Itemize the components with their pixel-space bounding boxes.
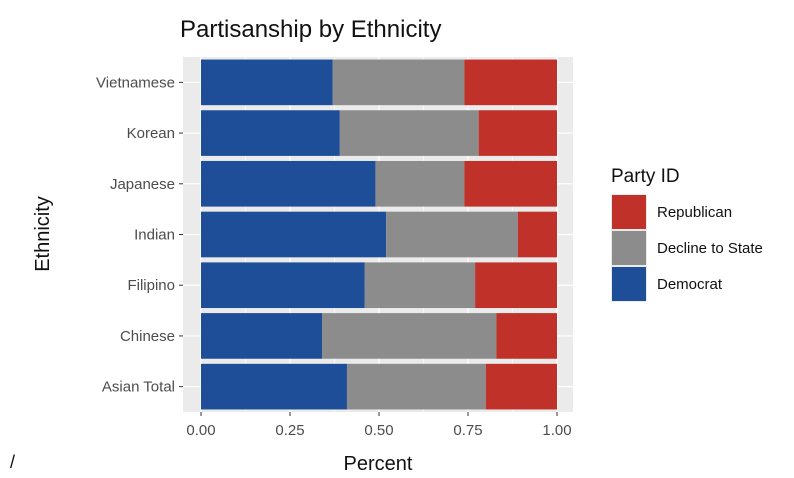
y-tick-label: Asian Total <box>102 379 175 396</box>
x-tick-label: 0.50 <box>364 422 393 439</box>
bar-decline-to-state <box>386 211 518 258</box>
footnote-slash: / <box>10 452 16 472</box>
x-tick-label: 0.75 <box>453 422 482 439</box>
y-tick-label: Japanese <box>110 176 175 193</box>
bar-democrat <box>201 262 365 309</box>
bar-republican <box>478 110 557 156</box>
legend-label: Decline to State <box>657 240 763 257</box>
x-tick-label: 0.25 <box>275 422 304 439</box>
y-tick-label: Filipino <box>127 277 175 294</box>
bar-democrat <box>201 313 323 359</box>
x-tick-label: 1.00 <box>542 422 571 439</box>
y-axis-title: Ethnicity <box>32 196 54 272</box>
legend-label: Democrat <box>657 276 723 293</box>
bar-decline-to-state <box>364 262 476 309</box>
y-tick-label: Korean <box>127 125 175 142</box>
legend-title: Party ID <box>611 166 680 187</box>
x-tick-label: 0.00 <box>186 422 215 439</box>
legend-key-democrat <box>612 267 646 301</box>
legend: Party ID Republican Decline to State Democ… <box>611 166 763 302</box>
bar-republican <box>517 211 557 258</box>
bar-republican <box>464 160 557 207</box>
bar-democrat <box>201 110 340 156</box>
bar-democrat <box>201 211 387 258</box>
bar-decline-to-state <box>375 160 465 207</box>
bar-democrat <box>201 59 333 106</box>
y-tick-label: Chinese <box>120 328 175 345</box>
bar-democrat <box>201 363 347 410</box>
bar-democrat <box>201 160 376 207</box>
y-tick-label: Vietnamese <box>96 74 175 91</box>
y-axis-ticks: Vietnamese Korean Japanese Indian Filipino Ch… <box>96 74 183 396</box>
bar-decline-to-state <box>332 59 465 106</box>
bar-republican <box>496 313 557 359</box>
bar-decline-to-state <box>322 313 497 359</box>
y-tick-label: Indian <box>134 227 175 244</box>
bar-republican <box>485 363 557 410</box>
bars <box>201 59 557 410</box>
bar-decline-to-state <box>339 110 479 156</box>
bar-decline-to-state <box>346 363 486 410</box>
bar-republican <box>464 59 557 106</box>
chart-title: Partisanship by Ethnicity <box>180 16 441 43</box>
legend-label: Republican <box>657 204 732 221</box>
legend-key-republican <box>612 195 646 229</box>
x-axis-title: Percent <box>344 453 413 475</box>
bar-republican <box>475 262 557 309</box>
legend-key-decline-to-state <box>612 231 646 265</box>
x-axis-ticks: 0.00 0.25 0.50 0.75 1.00 <box>186 412 572 439</box>
